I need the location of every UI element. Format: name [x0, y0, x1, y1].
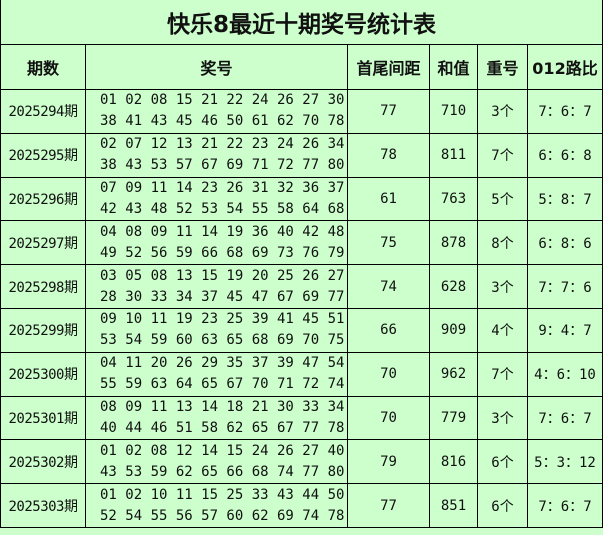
repeat-cell: 7个 — [477, 351, 528, 397]
numbers-cell: 02 07 12 13 21 22 23 24 26 34 38 43 53 57… — [85, 132, 348, 178]
repeat-cell: 3个 — [477, 264, 528, 309]
table-row: 2025300期 04 11 20 26 29 35 37 39 47 54 55 … — [0, 351, 603, 397]
sum-cell: 851 — [429, 483, 478, 528]
ratio-cell: 6：8：6 — [526, 220, 603, 266]
table-row: 2025297期 04 08 09 11 14 19 36 40 42 48 49 … — [0, 220, 603, 266]
numbers-line: 01 02 10 11 15 25 33 43 44 50 — [100, 486, 345, 503]
repeat-cell: 6个 — [477, 439, 528, 485]
sum-cell: 763 — [429, 176, 478, 222]
table-row: 2025298期 03 05 08 13 15 19 20 25 26 27 28 … — [0, 264, 603, 309]
span-cell: 77 — [347, 89, 430, 134]
numbers-line: 55 59 63 64 65 67 70 71 72 74 — [100, 376, 345, 393]
repeat-cell: 3个 — [477, 395, 528, 441]
span-cell: 79 — [347, 439, 430, 485]
sum-cell: 779 — [429, 395, 478, 441]
sum-cell: 962 — [429, 351, 478, 397]
repeat-cell: 8个 — [477, 220, 528, 266]
period-cell: 2025298期 — [0, 264, 86, 309]
span-cell: 66 — [347, 307, 430, 353]
numbers-line: 04 11 20 26 29 35 37 39 47 54 — [100, 355, 345, 372]
numbers-line: 09 10 11 19 23 25 39 41 45 51 — [100, 311, 345, 328]
numbers-line: 01 02 08 12 14 15 24 26 27 40 — [100, 442, 345, 459]
numbers-cell: 09 10 11 19 23 25 39 41 45 51 53 54 59 60… — [85, 307, 348, 353]
ratio-cell: 5：3：12 — [526, 439, 603, 485]
period-cell: 2025294期 — [0, 89, 86, 134]
numbers-line: 08 09 11 13 14 18 21 30 33 34 — [100, 398, 345, 415]
span-cell: 74 — [347, 264, 430, 309]
numbers-line: 40 44 46 51 58 62 65 67 77 78 — [100, 419, 345, 436]
span-cell: 75 — [347, 220, 430, 266]
repeat-cell: 3个 — [477, 89, 528, 134]
period-cell: 2025296期 — [0, 176, 86, 222]
ratio-cell: 7：6：7 — [526, 89, 603, 134]
numbers-line: 04 08 09 11 14 19 36 40 42 48 — [100, 223, 345, 240]
numbers-line: 28 30 33 34 37 45 47 67 69 77 — [100, 288, 345, 305]
header-repeat: 重号 — [477, 44, 528, 90]
period-cell: 2025302期 — [0, 439, 86, 485]
span-cell: 70 — [347, 351, 430, 397]
ratio-cell: 7：6：7 — [526, 483, 603, 528]
table-row: 2025294期 01 02 08 15 21 22 24 26 27 30 38 … — [0, 89, 603, 134]
ratio-cell: 7：7：6 — [526, 264, 603, 309]
numbers-line: 38 41 43 45 46 50 61 62 70 78 — [100, 113, 345, 130]
numbers-cell: 04 08 09 11 14 19 36 40 42 48 49 52 56 59… — [85, 220, 348, 266]
header-ratio: 012路比 — [526, 44, 603, 90]
numbers-cell: 01 02 10 11 15 25 33 43 44 50 52 54 55 56… — [85, 483, 348, 528]
numbers-line: 52 54 55 56 57 60 62 69 74 78 — [100, 507, 345, 524]
table-row: 2025299期 09 10 11 19 23 25 39 41 45 51 53 … — [0, 307, 603, 353]
period-cell: 2025297期 — [0, 220, 86, 266]
numbers-cell: 01 02 08 12 14 15 24 26 27 40 43 53 59 62… — [85, 439, 348, 485]
numbers-line: 02 07 12 13 21 22 23 24 26 34 — [100, 136, 345, 153]
numbers-line: 42 43 48 52 53 54 55 58 64 68 — [100, 200, 345, 217]
table-row: 2025296期 07 09 11 14 23 26 31 32 36 37 42 … — [0, 176, 603, 222]
numbers-line: 49 52 56 59 66 68 69 73 76 79 — [100, 244, 345, 261]
repeat-cell: 4个 — [477, 307, 528, 353]
sum-cell: 811 — [429, 132, 478, 178]
sum-cell: 909 — [429, 307, 478, 353]
numbers-line: 38 43 53 57 67 69 71 72 77 80 — [100, 157, 345, 174]
table-row: 2025302期 01 02 08 12 14 15 24 26 27 40 43 … — [0, 439, 603, 485]
header-span: 首尾间距 — [347, 44, 430, 90]
numbers-line: 43 53 59 62 65 66 68 74 77 80 — [100, 463, 345, 480]
table-row: 2025301期 08 09 11 13 14 18 21 30 33 34 40 … — [0, 395, 603, 441]
numbers-line: 53 54 59 60 63 65 68 69 70 75 — [100, 332, 345, 349]
numbers-line: 07 09 11 14 23 26 31 32 36 37 — [100, 179, 345, 196]
numbers-cell: 01 02 08 15 21 22 24 26 27 30 38 41 43 45… — [85, 89, 348, 134]
period-cell: 2025300期 — [0, 351, 86, 397]
repeat-cell: 7个 — [477, 132, 528, 178]
sum-cell: 816 — [429, 439, 478, 485]
numbers-line: 01 02 08 15 21 22 24 26 27 30 — [100, 92, 345, 109]
header-period: 期数 — [0, 44, 86, 90]
numbers-cell: 08 09 11 13 14 18 21 30 33 34 40 44 46 51… — [85, 395, 348, 441]
numbers-cell: 07 09 11 14 23 26 31 32 36 37 42 43 48 52… — [85, 176, 348, 222]
sum-cell: 878 — [429, 220, 478, 266]
span-cell: 78 — [347, 132, 430, 178]
table-title: 快乐8最近十期奖号统计表 — [0, 0, 603, 45]
repeat-cell: 5个 — [477, 176, 528, 222]
ratio-cell: 7：6：7 — [526, 395, 603, 441]
period-cell: 2025295期 — [0, 132, 86, 178]
header-numbers: 奖号 — [85, 44, 348, 90]
span-cell: 61 — [347, 176, 430, 222]
ratio-cell: 4：6：10 — [526, 351, 603, 397]
sum-cell: 710 — [429, 89, 478, 134]
span-cell: 77 — [347, 483, 430, 528]
numbers-cell: 03 05 08 13 15 19 20 25 26 27 28 30 33 34… — [85, 264, 348, 309]
table-row: 2025303期 01 02 10 11 15 25 33 43 44 50 52 … — [0, 483, 603, 528]
header-sum: 和值 — [429, 44, 478, 90]
ratio-cell: 6：6：8 — [526, 132, 603, 178]
numbers-cell: 04 11 20 26 29 35 37 39 47 54 55 59 63 64… — [85, 351, 348, 397]
repeat-cell: 6个 — [477, 483, 528, 528]
ratio-cell: 5：8：7 — [526, 176, 603, 222]
period-cell: 2025301期 — [0, 395, 86, 441]
numbers-line: 03 05 08 13 15 19 20 25 26 27 — [100, 267, 345, 284]
period-cell: 2025303期 — [0, 483, 86, 528]
period-cell: 2025299期 — [0, 307, 86, 353]
span-cell: 70 — [347, 395, 430, 441]
sum-cell: 628 — [429, 264, 478, 309]
ratio-cell: 9：4：7 — [526, 307, 603, 353]
table-row: 2025295期 02 07 12 13 21 22 23 24 26 34 38 … — [0, 132, 603, 178]
